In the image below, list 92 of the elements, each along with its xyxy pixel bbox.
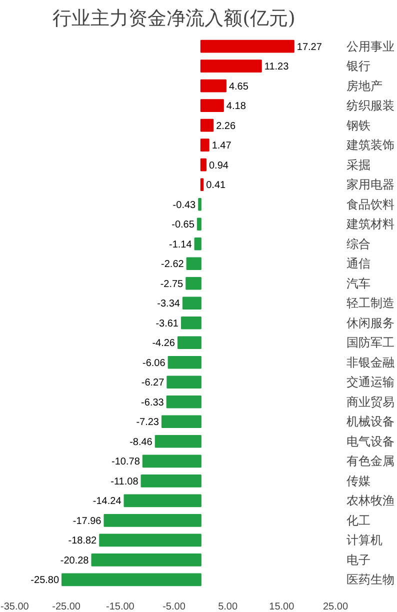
data-label: 1.47 <box>212 140 232 152</box>
x-tick-label: -35.00 <box>0 602 30 612</box>
y-tick-label: 汽车 <box>346 276 370 290</box>
data-label: -0.43 <box>172 200 196 211</box>
data-label: 4.65 <box>228 81 249 92</box>
y-tick-label: 建筑材料 <box>346 217 394 232</box>
data-label: -6.06 <box>142 358 166 369</box>
data-label: 0.94 <box>208 160 229 172</box>
bar <box>91 553 202 566</box>
y-tick-label: 交通运输 <box>346 375 394 390</box>
y-tick-label: 商业贸易 <box>346 394 394 409</box>
data-label: -3.34 <box>157 298 180 310</box>
bar <box>161 415 202 428</box>
y-tick-label: 银行 <box>346 59 370 74</box>
x-tick-label: 15.00 <box>269 602 295 612</box>
bar <box>200 99 224 112</box>
bar <box>154 434 202 448</box>
y-tick-label: 休闲服务 <box>346 316 394 330</box>
y-tick-label: 采掘 <box>346 158 370 172</box>
x-tick-label: -15.00 <box>106 602 135 612</box>
data-label: -20.28 <box>60 555 90 566</box>
x-tick-label: 5.00 <box>218 602 238 612</box>
y-tick-label: 国防军工 <box>346 336 394 350</box>
y-tick-label: 传媒 <box>346 474 370 488</box>
bar <box>99 534 202 547</box>
y-tick-label: 电子 <box>346 552 370 567</box>
data-label: 17.27 <box>296 42 322 53</box>
bar <box>166 376 202 389</box>
data-label: -2.62 <box>161 259 184 270</box>
data-label: -8.46 <box>130 436 153 448</box>
y-tick-label: 计算机 <box>346 533 382 548</box>
data-label: -25.80 <box>30 575 60 586</box>
y-tick-label: 有色金属 <box>346 454 394 468</box>
bar <box>200 40 294 53</box>
y-tick-label: 房地产 <box>346 78 382 93</box>
bar <box>104 514 202 527</box>
y-tick-label: 综合 <box>346 236 370 251</box>
bar <box>196 218 202 231</box>
bar <box>124 494 202 508</box>
data-label: -0.65 <box>172 220 195 231</box>
data-label: -3.61 <box>156 318 179 330</box>
bar <box>186 257 202 270</box>
data-label: -17.96 <box>72 516 102 527</box>
bar <box>194 237 202 250</box>
bar <box>200 158 206 172</box>
y-tick-label: 通信 <box>346 256 370 271</box>
bar <box>186 276 202 290</box>
data-label: 11.23 <box>264 62 290 73</box>
y-tick-label: 电气设备 <box>346 434 394 448</box>
y-tick-label: 农林牧渔 <box>346 494 394 508</box>
bar <box>140 474 202 488</box>
y-tick-label: 化工 <box>346 513 370 528</box>
y-tick-label: 家用电器 <box>346 178 394 192</box>
data-label: 0.41 <box>206 180 226 192</box>
y-tick-label: 轻工制造 <box>346 296 394 310</box>
data-label: -14.24 <box>92 496 122 508</box>
y-tick-label: 公用事业 <box>346 39 394 54</box>
data-label: -6.27 <box>141 378 165 389</box>
data-label: 2.26 <box>216 120 236 132</box>
chart-title: 行业主力资金净流入额(亿元) <box>52 8 296 30</box>
data-label: -1.14 <box>168 239 192 250</box>
bar <box>198 198 202 211</box>
bar <box>177 336 202 350</box>
y-tick-label: 机械设备 <box>346 414 394 429</box>
bar <box>200 60 262 73</box>
data-label: -7.23 <box>136 417 160 428</box>
y-tick-label: 非银金融 <box>346 355 394 370</box>
data-label: -4.26 <box>152 338 176 350</box>
data-label: -11.08 <box>110 476 139 488</box>
x-tick-label: 25.00 <box>322 602 348 612</box>
bar <box>166 395 202 408</box>
bar <box>182 296 202 310</box>
bar <box>200 79 226 92</box>
x-tick-label: -5.00 <box>162 602 186 612</box>
data-label: 4.18 <box>226 101 246 112</box>
y-tick-label: 医药生物 <box>346 572 394 587</box>
data-label: -10.78 <box>112 456 140 468</box>
y-tick-label: 钢铁 <box>346 118 370 132</box>
y-tick-label: 纺织服装 <box>346 98 394 113</box>
x-tick-label: -25.00 <box>52 602 81 612</box>
bar <box>200 138 210 152</box>
bar <box>200 178 204 192</box>
bar <box>200 118 214 132</box>
y-tick-label: 建筑装饰 <box>346 138 394 152</box>
data-label: -6.33 <box>141 397 164 408</box>
bar <box>142 454 202 468</box>
data-label: -2.75 <box>160 278 184 290</box>
bar <box>168 356 202 369</box>
data-label: -18.82 <box>68 536 98 547</box>
bar <box>62 573 202 586</box>
bar <box>180 316 202 330</box>
y-tick-label: 食品饮料 <box>346 197 394 212</box>
